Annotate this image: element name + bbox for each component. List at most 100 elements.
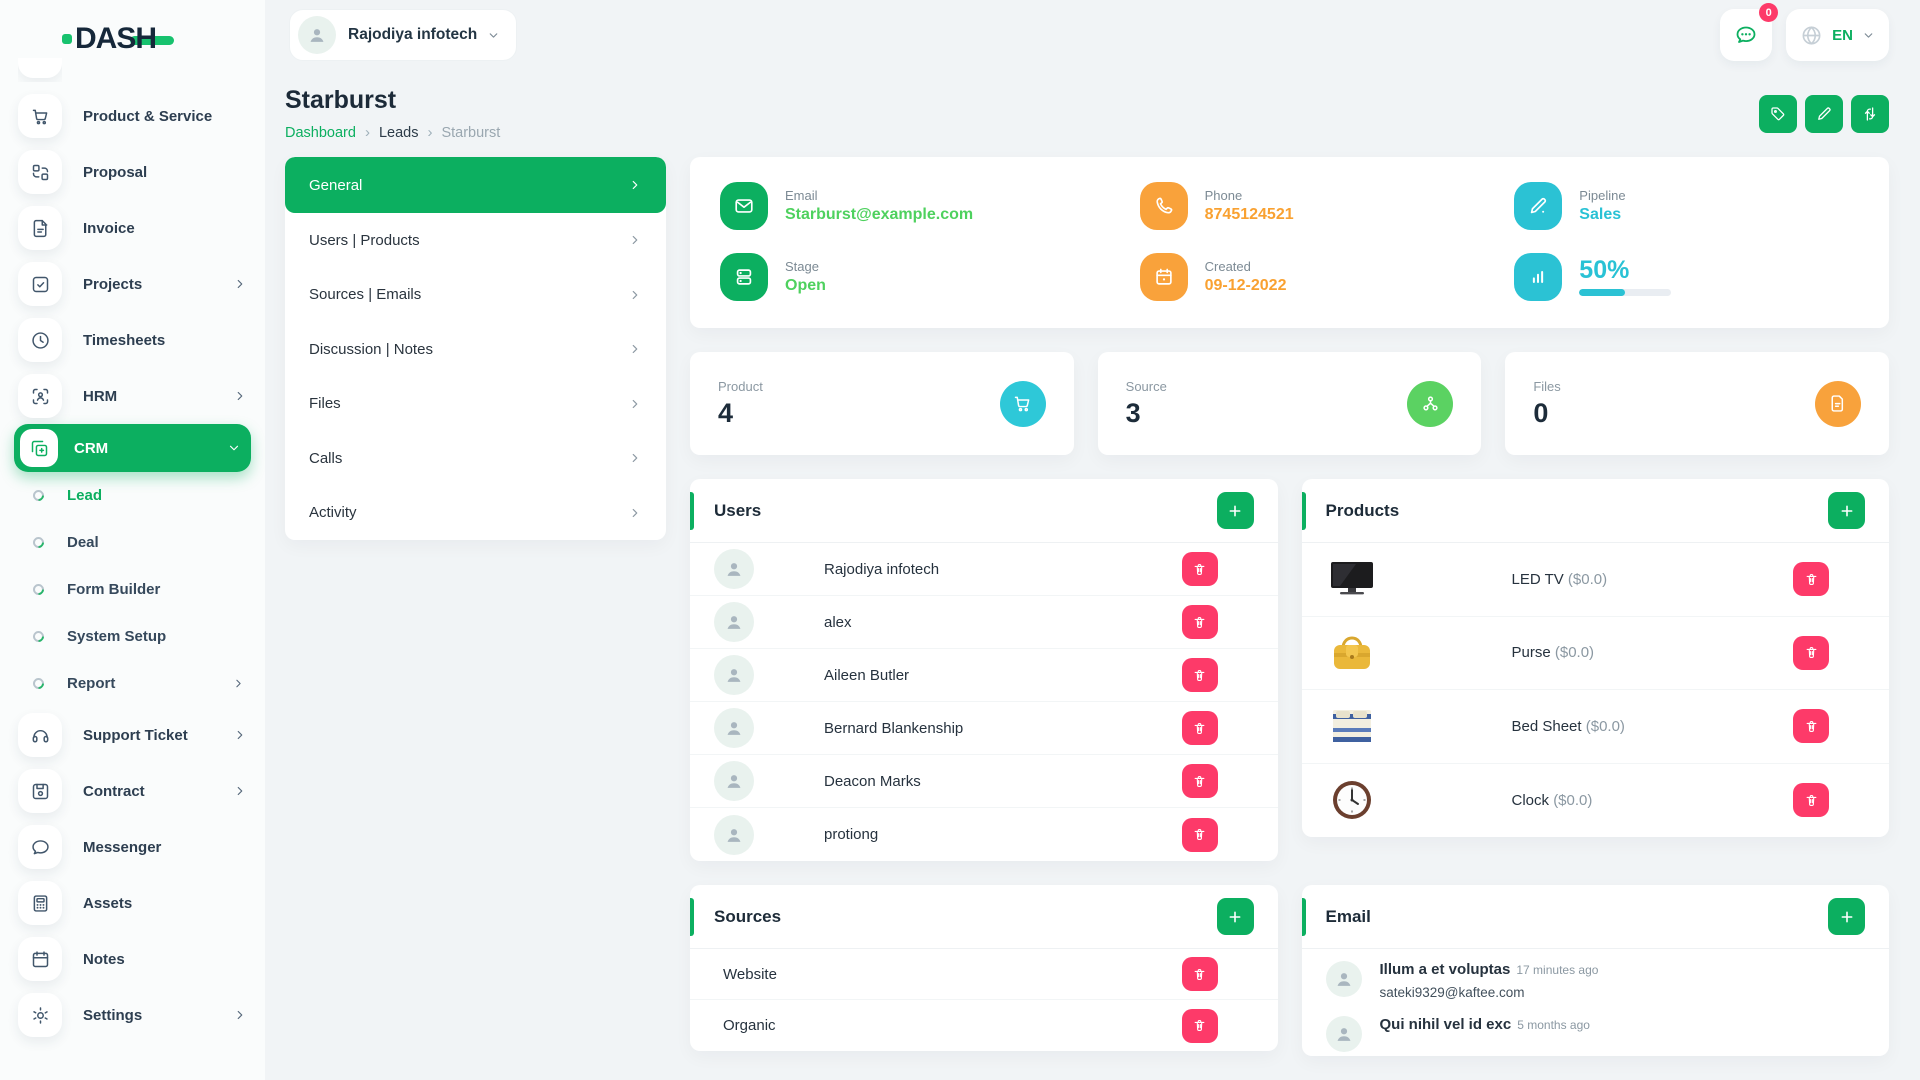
convert-button[interactable] xyxy=(1851,94,1889,133)
product-price: ($0.0) xyxy=(1554,644,1595,662)
email-body: Illum a et voluptas 17 minutes ago sateki9… xyxy=(1380,961,1599,1000)
sidebar-item-assets[interactable]: Assets xyxy=(0,875,265,931)
source-name: Organic xyxy=(723,1017,776,1034)
calendar-icon xyxy=(1139,253,1188,301)
delete-product-button[interactable] xyxy=(1793,562,1829,597)
chevron-down-icon xyxy=(1862,29,1875,42)
delete-user-button[interactable] xyxy=(1181,817,1218,852)
tab-label: Calls xyxy=(309,449,343,467)
app-logo[interactable]: DASH xyxy=(62,22,175,56)
user-row: Aileen Butler xyxy=(690,649,1278,702)
add-user-button[interactable] xyxy=(1216,492,1254,529)
bullet-icon xyxy=(30,581,47,598)
sidebar-subitem-report[interactable]: Report xyxy=(0,660,265,707)
sidebar-subitem-lead[interactable]: Lead xyxy=(0,472,265,519)
tab-users-products[interactable]: Users | Products xyxy=(285,213,666,268)
product-price: ($0.0) xyxy=(1585,717,1625,735)
delete-product-button[interactable] xyxy=(1793,783,1829,818)
stat-text: Source 3 xyxy=(1126,379,1167,429)
company-switcher[interactable]: Rajodiya infotech xyxy=(289,9,518,61)
stat-value: 0 xyxy=(1533,397,1549,428)
messages-button[interactable]: 0 xyxy=(1720,3,1779,61)
tab-calls[interactable]: Calls xyxy=(285,431,666,486)
delete-user-button[interactable] xyxy=(1181,605,1218,639)
delete-user-button[interactable] xyxy=(1181,552,1218,586)
sidebar-item-label: Notes xyxy=(83,950,125,968)
stat-card-product: Product 4 xyxy=(690,352,1074,455)
sidebar-item-label: Settings xyxy=(83,1006,143,1024)
pencil-button[interactable] xyxy=(1805,94,1843,133)
sidebar-item-contract[interactable]: Contract xyxy=(0,763,265,819)
logo-dash-icon xyxy=(130,35,175,45)
language-selector[interactable]: EN xyxy=(1786,9,1889,61)
sidebar-item-notes[interactable]: Notes xyxy=(0,931,265,987)
sidebar-item-crm[interactable]: CRM xyxy=(14,424,251,472)
sidebar-item-timesheets[interactable]: Timesheets xyxy=(0,312,265,368)
chevron-right-icon xyxy=(233,784,247,798)
tab-files[interactable]: Files xyxy=(285,377,666,432)
clock-icon xyxy=(18,318,62,362)
created-value: 09-12-2022 xyxy=(1204,277,1287,294)
sidebar-subitem-deal[interactable]: Deal xyxy=(0,519,265,566)
product-name: Clock ($0.0) xyxy=(1511,791,1593,809)
sidebar-item-invoice[interactable]: Invoice xyxy=(0,200,265,256)
hrm-icon xyxy=(18,374,62,418)
sidebar-item-hrm[interactable]: HRM xyxy=(0,368,265,424)
sidebar-item-partial[interactable] xyxy=(18,58,62,82)
add-product-button[interactable] xyxy=(1828,492,1865,529)
stat-card-files: Files 0 xyxy=(1505,352,1889,455)
delete-product-button[interactable] xyxy=(1793,635,1829,670)
delete-source-button[interactable] xyxy=(1181,957,1218,991)
breadcrumb-leads[interactable]: Leads xyxy=(378,124,419,141)
delete-source-button[interactable] xyxy=(1181,1008,1218,1043)
chevron-right-icon xyxy=(233,728,247,742)
breadcrumb-separator: › xyxy=(364,124,370,141)
delete-user-button[interactable] xyxy=(1181,711,1218,745)
sidebar-subitem-system-setup[interactable]: System Setup xyxy=(0,613,265,660)
product-image-purse xyxy=(1326,631,1378,675)
tab-sources-emails[interactable]: Sources | Emails xyxy=(285,268,666,323)
add-source-button[interactable] xyxy=(1216,898,1254,935)
sidebar-item-support-ticket[interactable]: Support Ticket xyxy=(0,707,265,763)
delete-user-button[interactable] xyxy=(1181,764,1218,798)
sidebar-item-settings[interactable]: Settings xyxy=(0,987,265,1043)
page-header: Starburst Dashboard › Leads › Starburst xyxy=(285,86,1889,141)
stat-text: Product 4 xyxy=(718,379,763,429)
user-name: alex xyxy=(824,613,852,631)
bullet-icon xyxy=(30,487,47,504)
sidebar-subitem-label: Report xyxy=(67,675,116,692)
delete-product-button[interactable] xyxy=(1793,709,1829,744)
breadcrumb-dashboard[interactable]: Dashboard xyxy=(285,124,356,141)
stat-value: 4 xyxy=(718,397,734,428)
page-title: Starburst xyxy=(285,86,397,114)
tab-discussion-notes[interactable]: Discussion | Notes xyxy=(285,322,666,377)
sidebar-item-label: Timesheets xyxy=(83,331,166,349)
user-row: Deacon Marks xyxy=(690,755,1278,808)
tag-button[interactable] xyxy=(1759,94,1797,133)
sidebar-item-product-service[interactable]: Product & Service xyxy=(0,88,265,144)
chevron-right-icon xyxy=(233,389,247,403)
floppy-icon xyxy=(18,769,62,813)
lead-progress: 50% xyxy=(1514,253,1859,301)
sidebar-item-proposal[interactable]: Proposal xyxy=(0,144,265,200)
product-image-tv xyxy=(1326,557,1378,601)
tab-general[interactable]: General xyxy=(285,157,666,213)
product-row: LED TV ($0.0) xyxy=(1301,543,1889,617)
tab-label: Users | Products xyxy=(309,231,420,249)
crm-icon xyxy=(20,429,58,467)
email-row[interactable]: Qui nihil vel id exc 5 months ago xyxy=(1302,1004,1890,1056)
lead-pipeline: Pipeline Sales xyxy=(1514,182,1859,230)
sidebar-subitem-form-builder[interactable]: Form Builder xyxy=(0,566,265,613)
tab-activity[interactable]: Activity xyxy=(285,486,666,541)
company-avatar xyxy=(298,16,336,54)
email-row[interactable]: Illum a et voluptas 17 minutes ago sateki9… xyxy=(1302,949,1890,1004)
delete-user-button[interactable] xyxy=(1181,658,1218,692)
email-time: 17 minutes ago xyxy=(1516,963,1599,977)
sidebar-item-projects[interactable]: Projects xyxy=(0,256,265,312)
user-avatar xyxy=(714,761,754,801)
user-name: Deacon Marks xyxy=(824,772,921,790)
sidebar-item-messenger[interactable]: Messenger xyxy=(0,819,265,875)
add-email-button[interactable] xyxy=(1828,898,1865,935)
sidebar-item-label: HRM xyxy=(83,387,118,405)
breadcrumb-current: Starburst xyxy=(441,124,501,141)
